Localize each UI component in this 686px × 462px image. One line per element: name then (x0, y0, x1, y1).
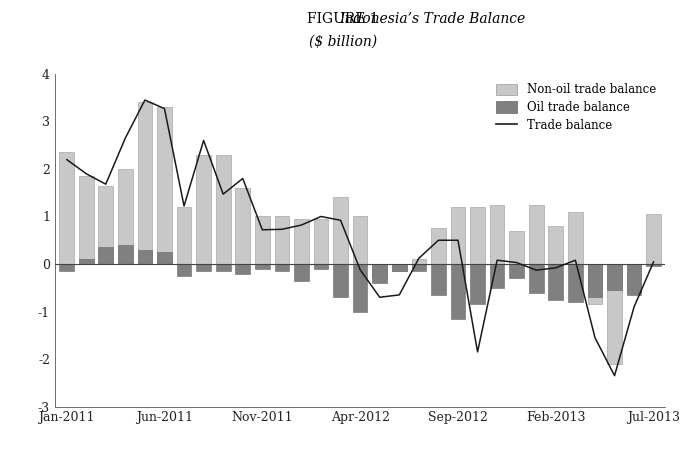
Bar (646, 214, 661, 264)
Bar (79, 259, 93, 264)
Bar (314, 219, 329, 264)
Text: Indonesia’s Trade Balance: Indonesia’s Trade Balance (339, 12, 525, 25)
Bar (118, 245, 132, 264)
Bar (607, 264, 622, 364)
Bar (431, 228, 446, 264)
Bar (627, 264, 641, 295)
Bar (470, 264, 485, 304)
Bar (274, 217, 289, 264)
Bar (333, 197, 348, 264)
Bar (138, 103, 152, 264)
Bar (138, 250, 152, 264)
Bar (333, 264, 348, 297)
Bar (392, 264, 407, 271)
Bar (196, 264, 211, 271)
Bar (588, 264, 602, 297)
Bar (529, 264, 543, 292)
Bar (353, 217, 368, 264)
Bar (627, 264, 641, 292)
Legend: Non-oil trade balance, Oil trade balance, Trade balance: Non-oil trade balance, Oil trade balance… (493, 80, 659, 135)
Bar (470, 207, 485, 264)
Bar (510, 231, 524, 264)
Bar (235, 264, 250, 274)
Bar (157, 252, 172, 264)
Bar (529, 205, 543, 264)
Bar (490, 205, 504, 264)
Bar (59, 152, 74, 264)
Bar (255, 264, 270, 269)
Bar (607, 264, 622, 290)
Bar (490, 264, 504, 288)
Bar (392, 264, 407, 271)
Bar (412, 264, 426, 271)
Bar (196, 155, 211, 264)
Bar (372, 264, 387, 283)
Bar (216, 264, 230, 271)
Bar (568, 212, 582, 264)
Bar (177, 264, 191, 276)
Bar (98, 186, 113, 264)
Bar (157, 107, 172, 264)
Bar (177, 207, 191, 264)
Bar (294, 264, 309, 280)
Bar (216, 155, 230, 264)
Text: FIGURE 1: FIGURE 1 (307, 12, 379, 25)
Bar (353, 264, 368, 311)
Bar (255, 217, 270, 264)
Text: ($ billion): ($ billion) (309, 35, 377, 49)
Bar (294, 219, 309, 264)
Bar (274, 264, 289, 271)
Bar (314, 264, 329, 269)
Bar (588, 264, 602, 304)
Bar (235, 188, 250, 264)
Bar (59, 264, 74, 271)
Bar (412, 259, 426, 264)
Bar (372, 264, 387, 278)
Bar (79, 176, 93, 264)
Bar (568, 264, 582, 302)
Bar (451, 264, 465, 319)
Bar (510, 264, 524, 278)
Bar (118, 169, 132, 264)
Bar (549, 226, 563, 264)
Bar (549, 264, 563, 300)
Bar (431, 264, 446, 295)
Bar (646, 264, 661, 267)
Bar (98, 247, 113, 264)
Bar (451, 207, 465, 264)
